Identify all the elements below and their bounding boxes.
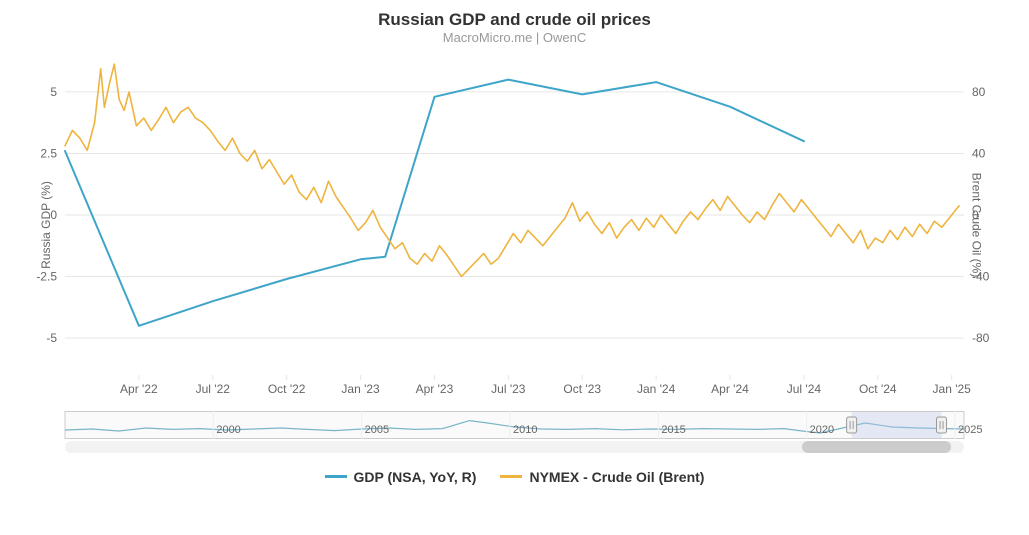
plot-area[interactable]: Russia GDP (%) Brent Crude Oil (%) 52.50… [10,45,1019,405]
svg-text:2015: 2015 [661,424,685,436]
svg-text:2005: 2005 [365,424,389,436]
svg-text:2000: 2000 [216,424,240,436]
legend-item[interactable]: GDP (NSA, YoY, R) [325,469,477,485]
main-plot-svg[interactable]: 52.50-2.5-580400-40-80Apr '22Jul '22Oct … [10,45,1019,405]
legend-item[interactable]: NYMEX - Crude Oil (Brent) [500,469,704,485]
navigator-handle[interactable] [937,417,947,433]
svg-text:2025: 2025 [958,424,982,436]
scrollbar-thumb[interactable] [802,441,950,453]
svg-text:2010: 2010 [513,424,537,436]
navigator-svg[interactable]: 2000 2005 2010 2015 2020 2025 [10,411,1019,439]
svg-text:Oct '22: Oct '22 [268,382,306,396]
svg-text:Apr '24: Apr '24 [711,382,749,396]
scrollbar-track[interactable] [65,441,964,453]
svg-text:Jan '25: Jan '25 [933,382,972,396]
navigator-handle[interactable] [847,417,857,433]
svg-text:Jul '24: Jul '24 [787,382,822,396]
legend-swatch [500,475,522,478]
svg-text:Apr '23: Apr '23 [416,382,454,396]
svg-text:Jan '24: Jan '24 [637,382,676,396]
svg-text:2020: 2020 [810,424,834,436]
svg-text:-80: -80 [972,331,990,345]
svg-text:Jul '23: Jul '23 [491,382,526,396]
svg-text:Apr '22: Apr '22 [120,382,158,396]
svg-text:5: 5 [50,85,57,99]
svg-text:-5: -5 [46,331,57,345]
legend: GDP (NSA, YoY, R) NYMEX - Crude Oil (Bren… [10,465,1019,485]
legend-swatch [325,475,347,478]
legend-label: NYMEX - Crude Oil (Brent) [529,469,704,485]
svg-text:40: 40 [972,146,986,160]
svg-text:Jul '22: Jul '22 [196,382,231,396]
chart-subtitle: MacroMicro.me | OwenC [10,30,1019,45]
y-axis-left-label: Russia GDP (%) [39,181,53,269]
y-axis-right-label: Brent Crude Oil (%) [970,173,984,278]
svg-text:-2.5: -2.5 [36,270,57,284]
navigator[interactable]: 2000 2005 2010 2015 2020 2025 [10,411,1019,453]
svg-text:Oct '23: Oct '23 [563,382,601,396]
svg-text:80: 80 [972,85,986,99]
chart-title: Russian GDP and crude oil prices [10,10,1019,30]
svg-text:2.5: 2.5 [40,146,57,160]
svg-text:Jan '23: Jan '23 [341,382,380,396]
svg-text:Oct '24: Oct '24 [859,382,897,396]
legend-label: GDP (NSA, YoY, R) [354,469,477,485]
chart-container: Russian GDP and crude oil prices MacroMi… [10,10,1019,485]
